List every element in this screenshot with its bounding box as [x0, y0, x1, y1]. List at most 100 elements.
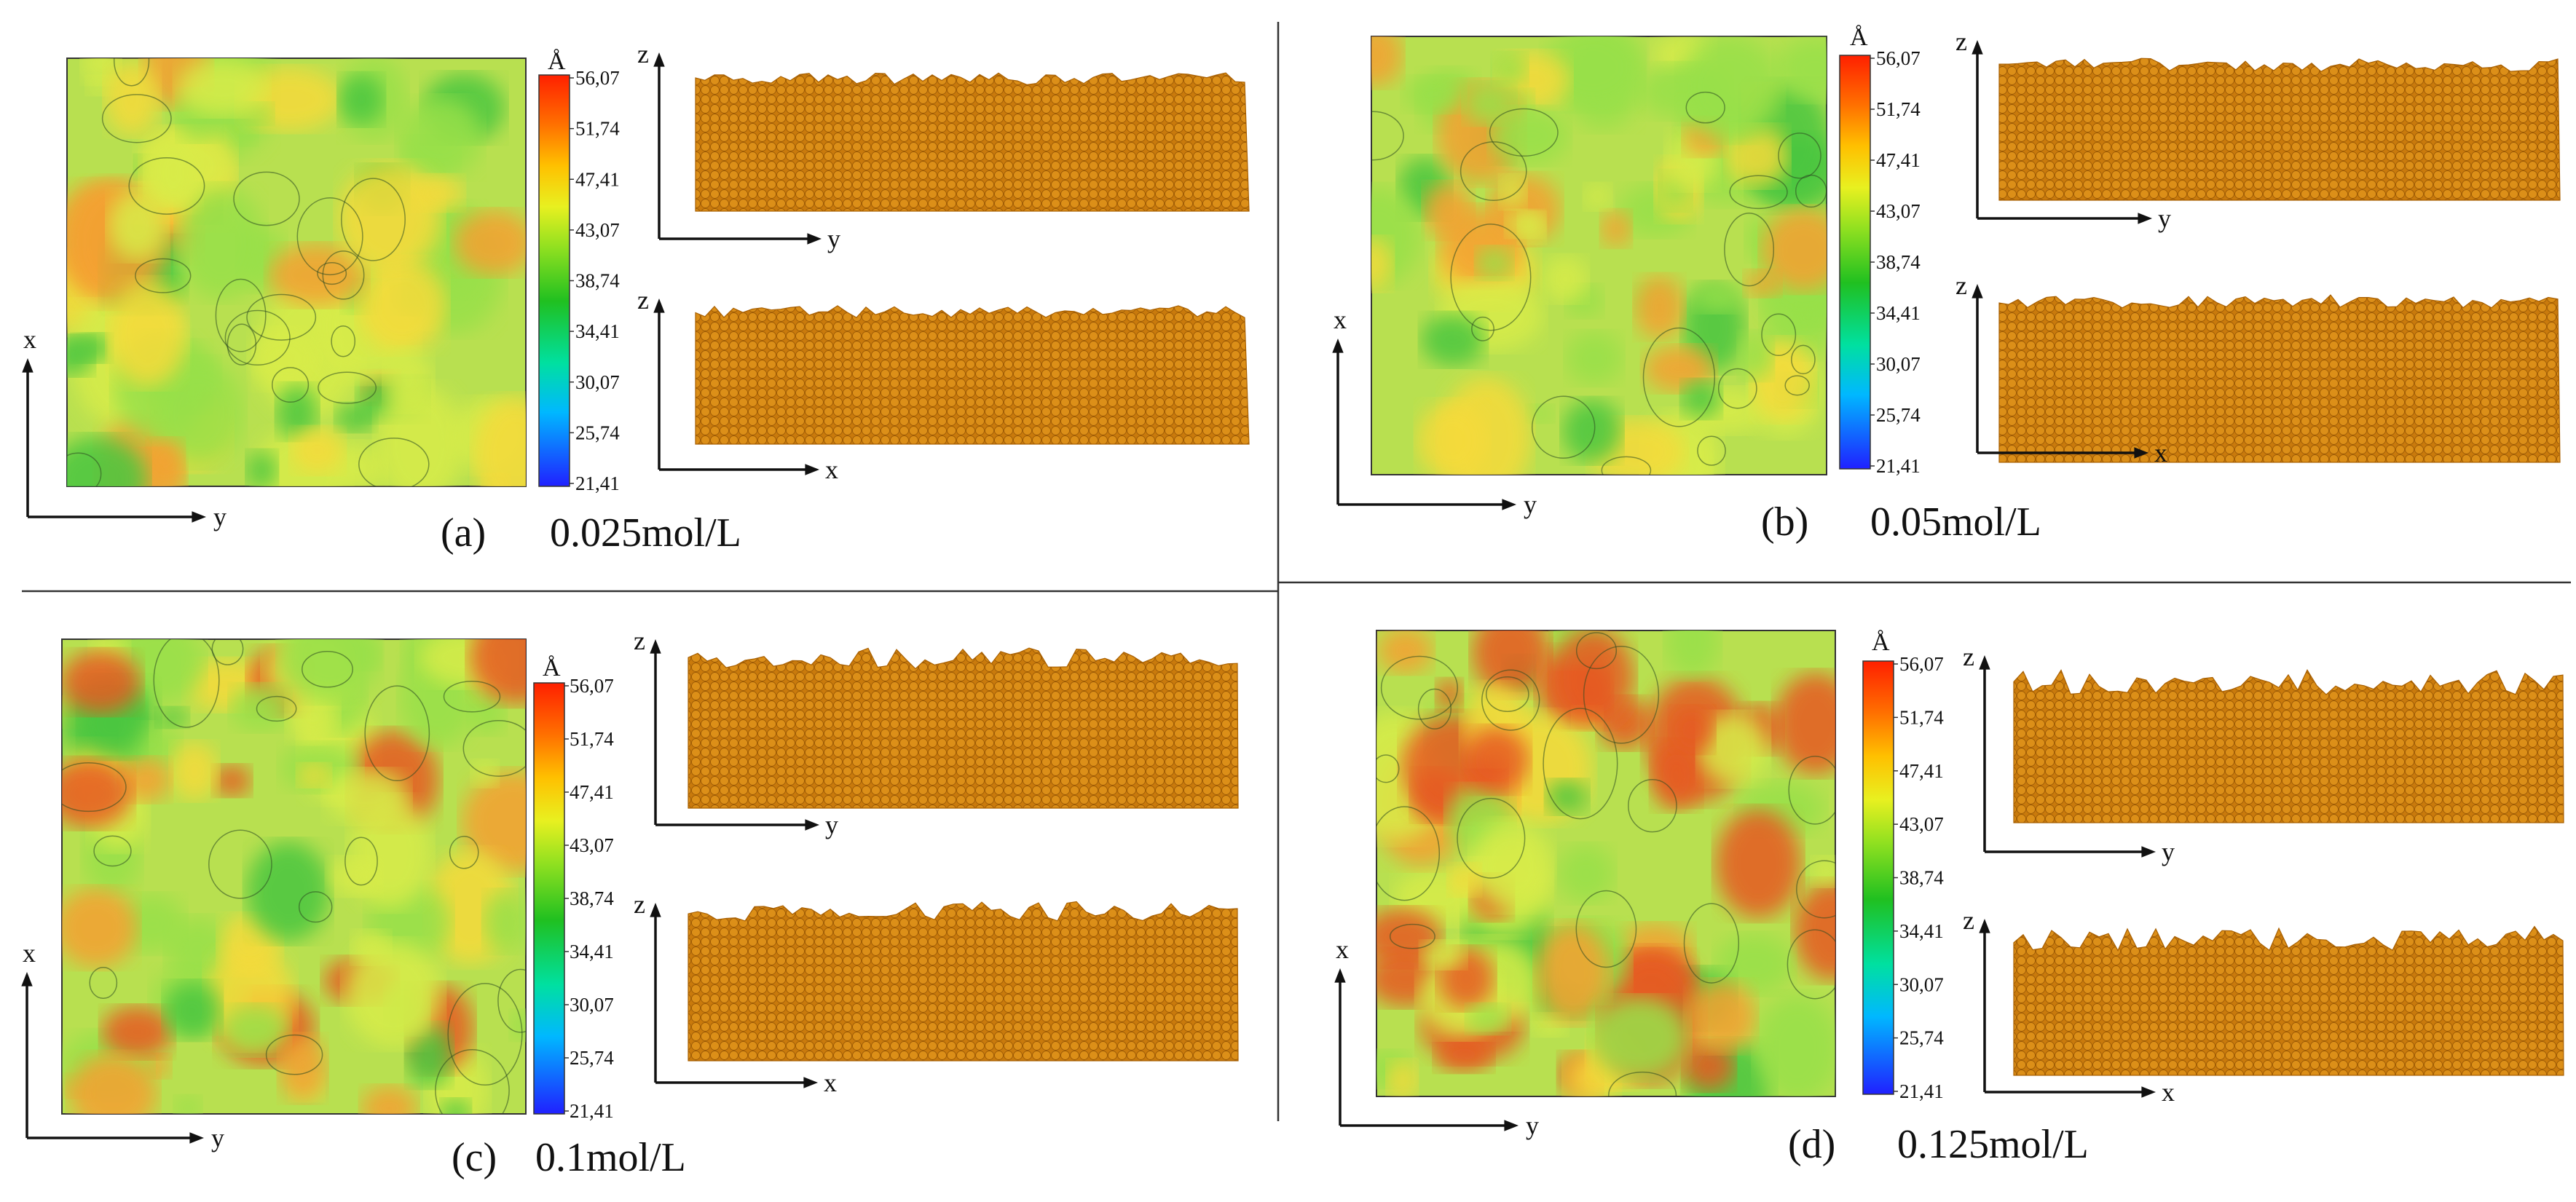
height-map-blobs: [1371, 36, 1827, 475]
height-blob: [1387, 1059, 1418, 1096]
height-blob: [1545, 779, 1588, 815]
contour-line: [364, 685, 430, 782]
contour-line: [128, 157, 205, 215]
colorbar-unit: Å: [543, 655, 561, 681]
contour-line: [296, 197, 363, 276]
colorbar-unit: Å: [548, 48, 566, 75]
height-blob: [1371, 237, 1393, 291]
height-blob: [335, 403, 377, 432]
contour-line: [265, 1034, 323, 1075]
colorbar-tick-label: 38,74: [1876, 251, 1921, 273]
height-blob: [246, 841, 330, 942]
contour-line: [1791, 344, 1816, 375]
height-blob: [376, 384, 463, 486]
height-blob: [1447, 863, 1481, 896]
cross-section-xz: zx: [637, 285, 1250, 484]
height-blob: [62, 887, 138, 968]
panel-d: xy Å56,0751,7447,4143,0738,7434,4130,072…: [1334, 629, 2564, 1167]
xz-h-arrowhead: [805, 464, 819, 475]
contour-line: [113, 58, 150, 87]
colorbar-unit: Å: [1850, 24, 1868, 51]
colorbar-tick-label: 21,41: [570, 1100, 614, 1122]
contour-line: [1796, 860, 1835, 919]
height-blob: [1693, 283, 1741, 313]
contour-line: [1787, 929, 1835, 1000]
contour-line: [1460, 141, 1527, 202]
height-blob: [280, 639, 379, 701]
height-blob: [1811, 856, 1835, 887]
height-blob: [154, 359, 244, 466]
contour-line: [1380, 655, 1458, 720]
height-blob: [297, 763, 331, 788]
yz-h-label: y: [827, 224, 840, 253]
height-blob: [286, 691, 339, 743]
height-blob: [384, 348, 433, 411]
colorbar-tick-label: 30,07: [575, 371, 620, 393]
xz-h-arrowhead: [2141, 1086, 2156, 1098]
height-blob: [481, 473, 510, 486]
height-blob: [1762, 208, 1827, 291]
panel-concentration: 0.1mol/L: [535, 1135, 686, 1180]
contour-line: [331, 325, 356, 357]
cross-section-xz: zx: [1955, 271, 2561, 467]
height-blob: [1562, 399, 1622, 463]
colorbar-scale: [533, 682, 565, 1115]
height-blob: [156, 707, 189, 728]
x-axis-arrowhead: [21, 972, 33, 986]
cross-section-yz: zy: [637, 39, 1250, 253]
colorbar-tick-label: 51,74: [570, 728, 614, 750]
height-map: [1376, 630, 1836, 1097]
height-blob: [120, 894, 186, 954]
height-blob: [469, 639, 526, 704]
height-blob: [1417, 400, 1489, 475]
height-blob: [69, 1053, 157, 1114]
height-blob: [1492, 52, 1528, 86]
yz-h-arrowhead: [2141, 846, 2156, 858]
yz-h-label: y: [2162, 837, 2175, 866]
yz-slab: [2013, 669, 2564, 823]
contour-line: [1371, 111, 1404, 161]
colorbar-tick-label: 56,07: [1899, 653, 1944, 675]
y-axis-label: y: [1524, 490, 1537, 519]
colorbar-tick-label: 43,07: [1876, 200, 1921, 222]
top-axes: xy: [22, 325, 227, 531]
height-blob: [324, 769, 409, 824]
colorbar-tick-label: 56,07: [575, 67, 620, 89]
height-blob: [1698, 713, 1768, 786]
height-blob: [67, 436, 148, 486]
xz-z-arrowhead: [650, 903, 661, 917]
panel-b: xy Å56,0751,7447,4143,0738,7434,4130,072…: [1332, 24, 2561, 545]
y-axis-arrowhead: [189, 1132, 204, 1144]
contour-line: [298, 891, 333, 923]
contour-line: [1583, 645, 1660, 744]
height-blob: [1536, 923, 1610, 1024]
contour-line: [1376, 806, 1441, 901]
x-axis-label: x: [1334, 305, 1347, 334]
height-blob: [1557, 844, 1615, 903]
x-axis-arrowhead: [1332, 339, 1344, 353]
xz-h-arrowhead: [2134, 447, 2148, 459]
contour-line: [1543, 708, 1618, 820]
colorbar-tick-label: 47,41: [1899, 760, 1944, 782]
contour-line: [224, 309, 291, 366]
yz-h-arrowhead: [2138, 213, 2152, 224]
contour-line: [1417, 688, 1452, 729]
height-blob: [1403, 76, 1465, 113]
height-blob: [344, 941, 442, 1047]
contour-line: [272, 367, 310, 403]
height-blob: [146, 134, 201, 211]
colorbar-tick-label: 30,07: [1899, 973, 1944, 995]
xz-slab: [2013, 925, 2564, 1076]
contour-line: [256, 695, 297, 722]
y-axis-label: y: [1526, 1111, 1539, 1140]
height-blob: [1463, 727, 1529, 793]
contour-line: [1778, 133, 1821, 179]
top-axes: xy: [1332, 305, 1537, 519]
height-blob: [473, 397, 526, 486]
colorbar-tick-label: 51,74: [1876, 98, 1921, 120]
xz-h-label: x: [2162, 1078, 2175, 1107]
contour-line: [497, 968, 526, 1033]
xz-z-arrowhead: [1979, 919, 1990, 933]
contour-line: [1642, 327, 1716, 427]
contour-line: [1784, 375, 1810, 396]
